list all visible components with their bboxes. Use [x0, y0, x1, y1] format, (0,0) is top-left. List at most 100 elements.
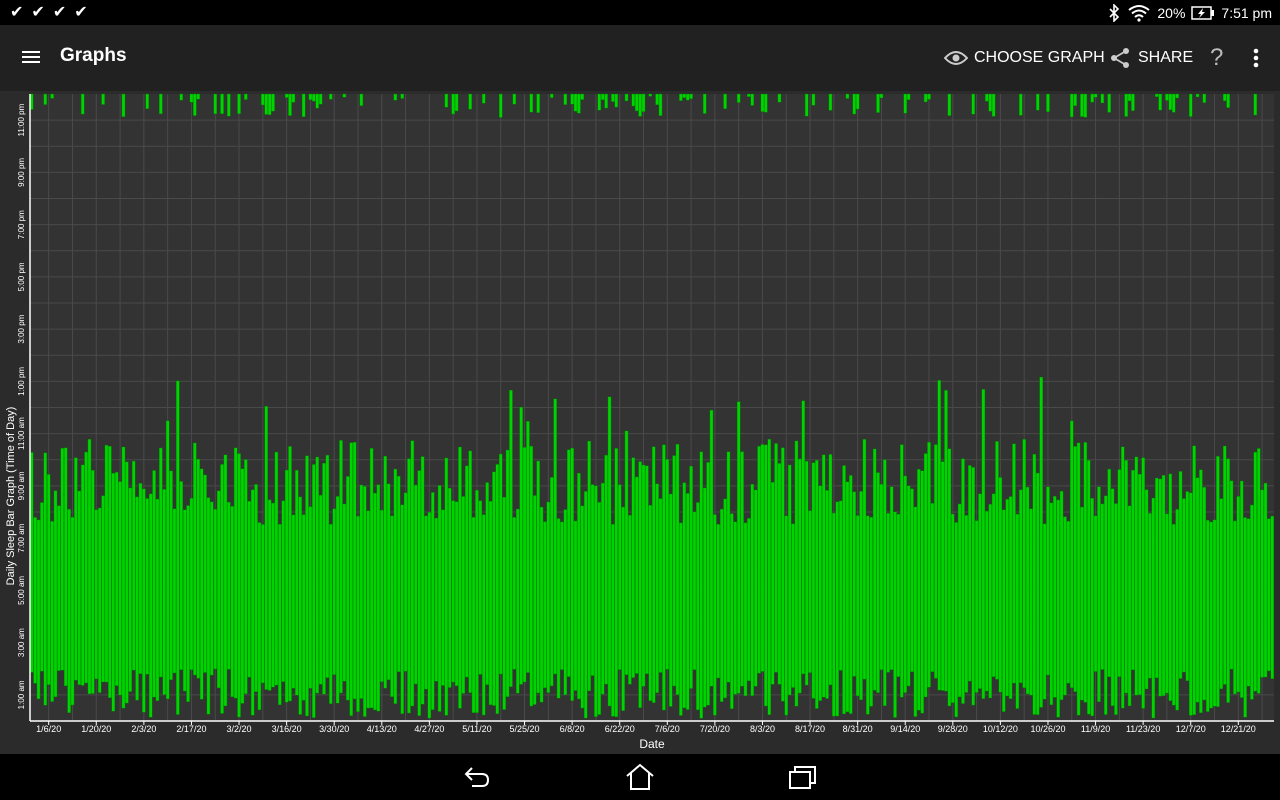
sleep-bar [522, 447, 527, 683]
sleep-bar [1267, 518, 1271, 672]
late-night-bar [611, 93, 615, 102]
share-button[interactable]: SHARE [1108, 43, 1193, 73]
late-night-bar [121, 93, 126, 117]
sleep-bar [138, 482, 143, 675]
sleep-bar [1042, 523, 1047, 700]
sleep-bar [369, 448, 374, 709]
x-tick-label: 2/17/20 [176, 724, 206, 734]
late-night-bar [288, 93, 292, 116]
sleep-bar [342, 503, 347, 682]
sleep-bar [808, 510, 812, 673]
eye-icon [944, 51, 968, 65]
late-night-bar [614, 93, 619, 108]
choose-graph-label: CHOOSE GRAPH [974, 49, 1105, 66]
sleep-bar [1114, 503, 1118, 715]
help-button[interactable]: ? [1210, 43, 1223, 73]
sleep-bar [981, 389, 986, 699]
sleep-bar [376, 484, 381, 712]
sleep-bar [590, 484, 595, 676]
late-night-bar [237, 93, 241, 115]
sleep-bar [1002, 509, 1006, 712]
sleep-bar [1039, 376, 1043, 708]
sleep-bar [689, 465, 693, 689]
sleep-bar [838, 500, 843, 671]
late-night-bar [679, 93, 683, 101]
late-night-bar [1131, 93, 1135, 112]
late-night-bar [682, 93, 687, 98]
y-tick-label: 3:00 am [17, 628, 26, 657]
sleep-bar [818, 485, 822, 701]
y-tick-label: 1:00 am [17, 680, 26, 709]
sleep-bar [169, 470, 173, 681]
y-axis-label: Daily Sleep Bar Graph (Time of Day) [5, 407, 17, 586]
late-night-bar [573, 93, 578, 112]
back-icon[interactable] [460, 762, 494, 792]
sleep-bar [165, 420, 170, 700]
home-icon[interactable] [623, 762, 657, 792]
sleep-bar [1171, 524, 1176, 706]
sleep-bar [1008, 496, 1013, 700]
late-night-bar [101, 93, 105, 105]
sleep-bar [1053, 496, 1057, 698]
sleep-bar [736, 401, 741, 694]
late-night-bar [284, 93, 289, 98]
sleep-bar [634, 476, 639, 674]
sleep-bar [1046, 486, 1050, 676]
y-tick-labels: 1:00 am 3:00 am 5:00 am 7:00 am 9:00 am 11:00… [17, 103, 26, 709]
late-night-bar [702, 93, 707, 114]
sleep-bar [1005, 499, 1009, 697]
sleep-bar [295, 469, 299, 696]
sleep-bar [152, 470, 156, 698]
sleep-bar [1233, 520, 1237, 695]
sleep-bar [549, 477, 554, 687]
late-night-bar [1171, 93, 1176, 113]
x-tick-label: 11/23/20 [1126, 724, 1160, 734]
sleep-bar [1175, 509, 1179, 711]
sleep-bar [1032, 454, 1037, 715]
sleep-bar [329, 523, 333, 705]
recents-icon[interactable] [785, 762, 819, 792]
sleep-bar [1025, 486, 1030, 695]
late-night-bar [261, 93, 265, 106]
sleep-bar [410, 440, 415, 707]
sleep-bar [67, 509, 71, 713]
sleep-bar [1154, 477, 1159, 679]
sleep-bar [230, 506, 234, 698]
x-tick-label: 9/28/20 [938, 724, 968, 734]
sleep-bar [1029, 508, 1033, 696]
y-tick-label: 9:00 am [17, 471, 26, 500]
sleep-bar [509, 389, 513, 688]
sleep-bar [1185, 491, 1190, 681]
late-night-bar [264, 93, 268, 115]
late-night-bar [811, 93, 816, 106]
late-night-bar [876, 93, 880, 113]
sleep-bar [825, 490, 829, 699]
sleep-bar [1076, 442, 1081, 716]
sleep-bar [1097, 486, 1101, 702]
sleep-bar [543, 521, 547, 689]
sleep-bar [913, 506, 918, 717]
sleep-bar [781, 447, 785, 702]
late-night-bar [498, 93, 503, 118]
late-night-bar [329, 93, 333, 100]
sleep-bar [968, 465, 972, 682]
menu-icon[interactable] [18, 43, 46, 71]
sleep-bar [947, 448, 952, 707]
sleep-bar [1087, 460, 1091, 715]
sleep-bar [804, 461, 809, 686]
sleep-bar [862, 439, 867, 680]
late-night-bar [923, 93, 928, 103]
sleep-bar [614, 448, 619, 718]
sleep-bar [488, 501, 493, 706]
overflow-menu-icon[interactable] [1246, 43, 1266, 73]
sleep-bar [434, 517, 438, 682]
sleep-bar [250, 489, 255, 716]
late-night-bar [1080, 93, 1084, 117]
sleep-bar [906, 485, 911, 687]
sleep-bar [220, 464, 224, 714]
sleep-bar [706, 462, 710, 706]
choose-graph-button[interactable]: CHOOSE GRAPH [944, 43, 1105, 73]
sleep-bar-chart: 1:00 am 3:00 am 5:00 am 7:00 am 9:00 am 11:00… [0, 91, 1280, 754]
sleep-bar [1202, 487, 1207, 701]
sleep-bar [267, 499, 272, 691]
